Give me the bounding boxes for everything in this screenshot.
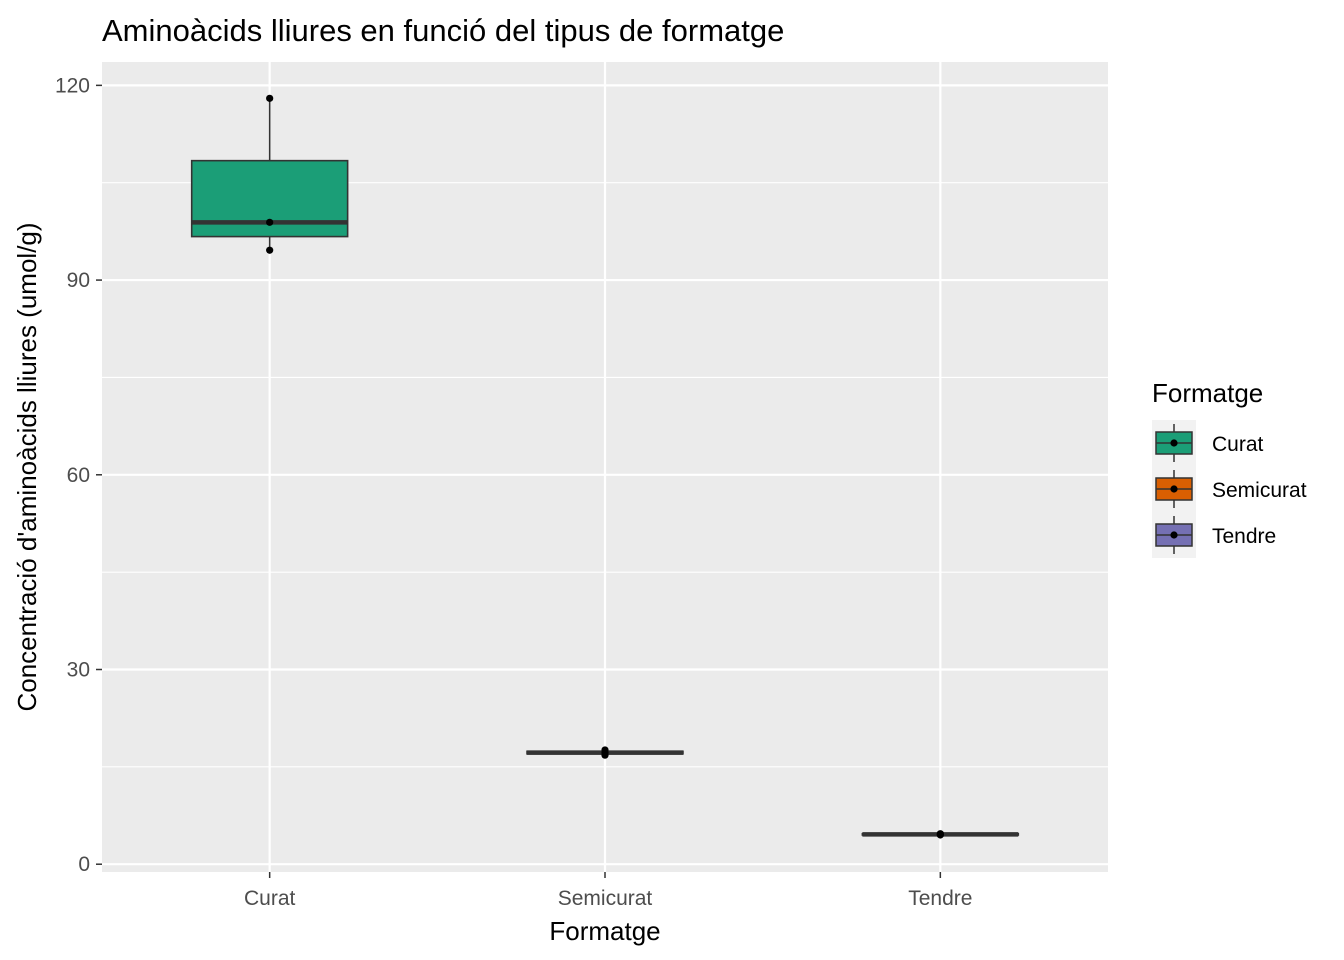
- boxes: [190, 94, 1020, 839]
- data-point: [266, 94, 274, 102]
- box-tendre: [861, 830, 1020, 839]
- grid-lines: [102, 62, 1108, 872]
- x-tick-label: Curat: [244, 887, 296, 910]
- legend-label: Semicurat: [1212, 479, 1307, 502]
- legend-title: Formatge: [1152, 378, 1263, 408]
- y-tick-label: 60: [67, 464, 90, 487]
- box-curat: [190, 94, 349, 254]
- x-axis-title: Formatge: [549, 916, 660, 946]
- data-point: [266, 246, 274, 254]
- legend-item-curat: Curat: [1152, 420, 1264, 466]
- x-tick-label: Tendre: [908, 887, 972, 910]
- y-tick-label: 0: [78, 853, 90, 876]
- data-point: [936, 830, 944, 838]
- legend-item-tendre: Tendre: [1152, 512, 1276, 558]
- legend-label: Tendre: [1212, 525, 1276, 548]
- y-tick-label: 30: [67, 659, 90, 682]
- data-point: [266, 218, 274, 226]
- x-tick-label: Semicurat: [558, 887, 653, 910]
- data-point: [601, 746, 609, 754]
- legend-label: Curat: [1212, 433, 1264, 456]
- chart-title: Aminoàcids lliures en funció del tipus d…: [102, 13, 784, 48]
- legend-point: [1170, 485, 1178, 493]
- legend-item-semicurat: Semicurat: [1152, 466, 1307, 512]
- axes: 0 30 60 90 120 Curat Semicurat Tendre: [55, 74, 972, 910]
- y-axis-title: Concentració d'aminoàcids lliures (umol/…: [12, 222, 42, 711]
- y-tick-label: 90: [67, 269, 90, 292]
- legend: Formatge Curat Semicurat Tendre: [1152, 378, 1307, 558]
- box-semicurat: [526, 746, 684, 759]
- y-tick-label: 120: [55, 74, 90, 97]
- legend-point: [1170, 531, 1178, 539]
- legend-point: [1170, 439, 1178, 447]
